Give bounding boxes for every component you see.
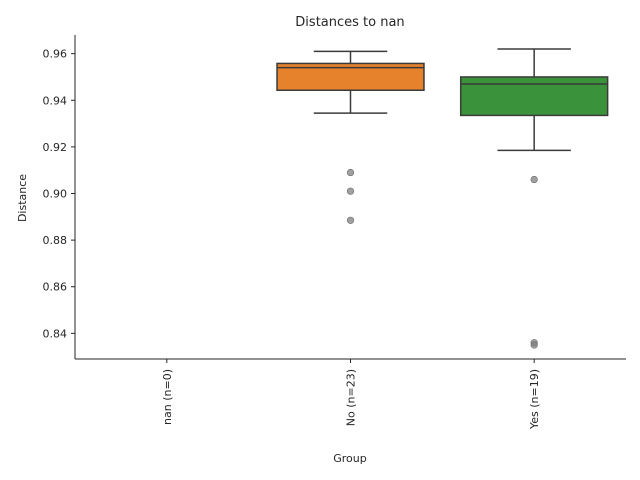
x-axis-label: Group [333,452,367,465]
y-tick-label: 0.88 [43,234,68,247]
y-tick-label: 0.94 [43,94,68,107]
x-tick-label: No (n=23) [345,369,358,426]
y-tick-label: 0.86 [43,281,68,294]
x-tick-label: Yes (n=19) [528,369,541,430]
chart-title: Distances to nan [295,15,404,30]
y-axis-label: Distance [16,174,29,222]
outlier-point [530,175,538,184]
y-tick-label: 0.96 [43,48,68,61]
outlier-point [346,216,355,224]
y-tick-label: 0.90 [43,188,68,201]
outlier-point [530,341,538,349]
plot-area: 0.84 0.86 0.88 0.90 0.92 0.94 0.96 nan (n=0) No … [43,35,626,430]
outlier-point [346,168,355,177]
box-iqr [459,76,609,117]
x-tick-label: nan (n=0) [161,369,174,425]
y-tick-label: 0.92 [43,141,68,154]
y-tick-label: 0.84 [43,327,68,340]
outlier-point [346,187,355,195]
